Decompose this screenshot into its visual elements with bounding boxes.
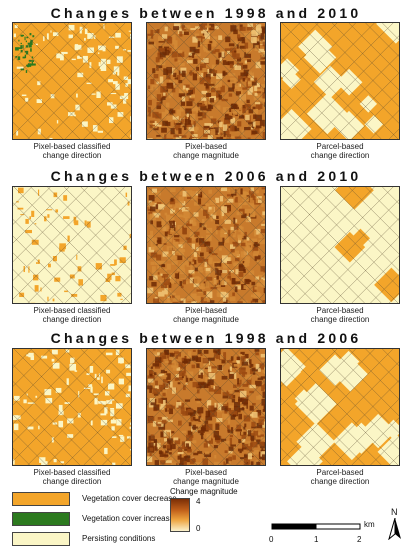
scale-unit: km [364, 520, 375, 529]
map-pixel-classified-3 [12, 348, 132, 466]
panel-title-2: Changes between 2006 and 2010 [50, 168, 362, 184]
magnitude-gradient-bar [170, 498, 190, 532]
caption-parcel-direction-3: Parcel-based change direction [310, 468, 370, 486]
map-parcel-direction-2 [280, 186, 400, 304]
map-pixel-classified-1 [12, 22, 132, 140]
legend-swatch-increase [12, 512, 70, 526]
magnitude-max-label: 4 [196, 497, 201, 506]
scale-bar [271, 523, 361, 530]
map-parcel-direction-3 [280, 348, 400, 466]
magnitude-legend-title: Change magnitude [170, 487, 238, 496]
north-arrow-icon [388, 518, 401, 540]
caption-pixel-magnitude-1: Pixel-based change magnitude [173, 142, 239, 160]
legend-swatch-persisting [12, 532, 70, 546]
scale-tick-2: 2 [357, 535, 362, 544]
caption-pixel-classified-3: Pixel-based classified change direction [33, 468, 111, 486]
scale-tick-1: 1 [314, 535, 319, 544]
map-parcel-direction-1 [280, 22, 400, 140]
magnitude-min-label: 0 [196, 524, 201, 533]
panel-title-1: Changes between 1998 and 2010 [50, 5, 362, 21]
legend-label-persisting: Persisting conditions [82, 534, 156, 543]
north-label: N [391, 507, 398, 517]
caption-parcel-direction-2: Parcel-based change direction [310, 306, 370, 324]
caption-parcel-direction-1: Parcel-based change direction [310, 142, 370, 160]
caption-pixel-magnitude-3: Pixel-based change magnitude [173, 468, 239, 486]
panel-title-3: Changes between 1998 and 2006 [50, 330, 362, 346]
map-pixel-magnitude-1 [146, 22, 266, 140]
legend-swatch-decrease [12, 492, 70, 506]
legend-label-decrease: Vegetation cover decrease [82, 494, 177, 503]
scale-tick-0: 0 [269, 535, 274, 544]
caption-pixel-classified-1: Pixel-based classified change direction [33, 142, 111, 160]
legend-label-increase: Vegetation cover increase [82, 514, 175, 523]
map-pixel-magnitude-2 [146, 186, 266, 304]
map-pixel-magnitude-3 [146, 348, 266, 466]
caption-pixel-magnitude-2: Pixel-based change magnitude [173, 306, 239, 324]
caption-pixel-classified-2: Pixel-based classified change direction [33, 306, 111, 324]
map-pixel-classified-2 [12, 186, 132, 304]
